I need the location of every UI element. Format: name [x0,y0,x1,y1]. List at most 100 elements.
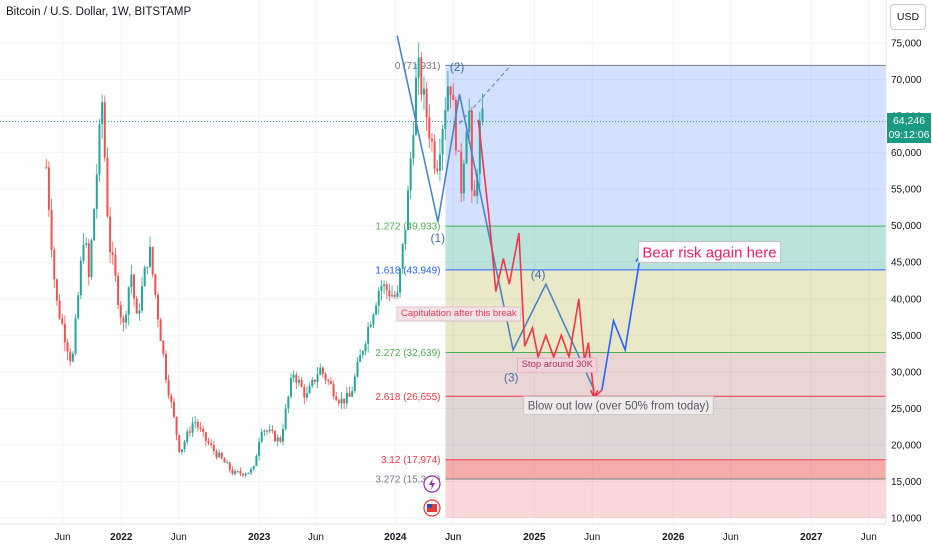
candle-body [164,353,167,380]
candle-body [226,462,229,464]
candle-body [337,400,340,404]
candle-body [462,163,465,194]
last-price-value: 64,246 [892,115,926,127]
candle-body [430,138,433,142]
candle-body [279,437,282,442]
candle-body [47,167,50,210]
blue-projection-line [601,254,642,391]
candle-body [327,380,330,382]
candle-body [401,243,404,270]
y-tick-label: 50,000 [891,221,922,232]
candle-body [454,99,457,151]
candle-body [356,361,359,377]
capitulation-annotation: Capitulation after this break [396,306,522,322]
candle-body [130,274,133,288]
candle-body [414,77,417,135]
candle-body [239,471,242,474]
candle-body [71,353,74,362]
candle-body [101,102,104,125]
candle-body [250,469,253,473]
candle-body [281,428,284,442]
fib-label: 3.12 (17,974) [381,455,441,466]
candle-body [295,374,298,383]
candle-body [428,117,431,139]
candle-body [148,246,151,267]
fib-zone [445,459,886,479]
elliott-wave-line [396,35,595,391]
candle-body [53,249,56,280]
candle-body [207,440,210,444]
candle-body [316,374,319,382]
x-tick-label: 2027 [800,532,823,543]
candle-body [438,154,441,171]
fib-label: 2.618 (26,655) [375,392,440,403]
candle-body [170,395,173,402]
candle-body [377,290,380,306]
candle-body [258,441,261,456]
candle-body [436,168,439,171]
candle-body [159,319,162,341]
candle-body [313,379,316,382]
x-tick-label: Jun [171,532,187,543]
candle-body [202,428,205,433]
candle-body [308,385,311,394]
candle-body [162,340,165,354]
candle-body [276,437,279,442]
candle-body [460,151,463,194]
chart-title: Bitcoin / U.S. Dollar, 1W, BITSTAMP [6,6,192,18]
candle-body [63,323,66,343]
candle-body [444,110,447,129]
candle-body [409,158,412,191]
x-tick-label: Jun [308,532,324,543]
wave-label: (2) [450,60,465,74]
candle-body [220,452,223,459]
candle-body [364,343,367,352]
candle-body [375,305,378,315]
y-tick-label: 75,000 [891,39,922,50]
candle-body [417,57,420,78]
candle-body [109,216,112,253]
currency-button[interactable]: USD [890,4,926,30]
candle-body [77,295,80,319]
candle-body [141,286,144,311]
candle-body [465,131,468,164]
x-tick-label: 2024 [384,532,407,543]
candle-body [186,431,189,442]
fib-zone [445,65,886,227]
candle-body [151,246,154,275]
bar-countdown: 09:12:06 [888,129,930,141]
candle-body [449,86,452,95]
candle-body [127,287,130,315]
candle-body [194,421,197,423]
candle-body [446,86,449,111]
candle-body [122,317,125,323]
candle-body [345,392,348,404]
stop-30k-annotation: Stop around 30K [517,357,598,373]
candle-body [478,121,481,174]
candle-body [329,380,332,385]
candle-body [385,284,388,291]
candle-body [292,374,295,378]
flash-event-icon-glyph [428,478,435,490]
candle-body [178,435,181,453]
candle-body [399,269,402,293]
candle-body [441,128,444,155]
wave-label: (4) [531,267,546,281]
candle-body [106,157,109,217]
last-price-tag: 64,246 09:12:06 [887,113,931,143]
candle-body [156,294,159,320]
y-tick-label: 40,000 [891,294,922,305]
candle-body [135,298,138,314]
annotations[interactable]: (1)(2)(3)(4)(5)Bear risk again hereCapit… [396,60,782,517]
candle-body [343,398,346,404]
candle-body [79,260,82,296]
price-axis-bg [886,0,932,550]
candle-body [111,252,114,255]
candle-body [348,392,351,397]
candle-body [85,243,88,245]
x-tick-label: Jun [445,532,461,543]
candle-body [175,416,178,436]
candle-body [404,229,407,244]
